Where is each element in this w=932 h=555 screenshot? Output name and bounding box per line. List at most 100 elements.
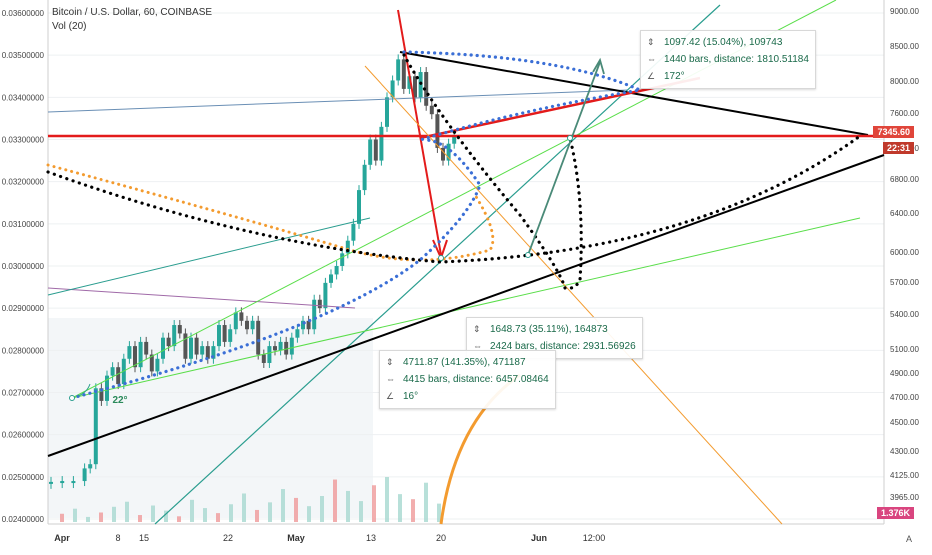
trend-line-green-lower[interactable] [71, 217, 861, 399]
left-axis-tick: 0.03100000 [2, 220, 45, 229]
time-axis-tick: 22 [223, 533, 233, 543]
candle-body [441, 147, 445, 161]
volume-bar [60, 513, 64, 522]
time-axis-tick: Jun [531, 533, 547, 543]
candle-body [217, 325, 221, 347]
volume-bar [281, 489, 285, 522]
candle-body [228, 329, 233, 342]
right-axis-tick: 4300.00 [890, 447, 919, 456]
candle-body [161, 337, 165, 359]
candle-body [446, 143, 451, 161]
black-dotted-arc[interactable] [46, 134, 862, 264]
left-axis-tick: 0.03000000 [2, 262, 45, 271]
volume-bar [99, 512, 103, 522]
candle-body [222, 325, 227, 342]
black-dotted-drop[interactable] [402, 53, 583, 290]
candle-body [373, 139, 378, 161]
volume-indicator-label[interactable]: Vol (20) [52, 21, 87, 32]
current-price-tag[interactable]: 7345.60 [873, 126, 914, 138]
trend-line-black-upper[interactable] [399, 51, 869, 136]
candle-body [385, 97, 389, 127]
volume-tag: 1.376K [876, 507, 914, 519]
right-axis-tick: 7600.00 [890, 109, 919, 118]
time-axis-tick: Apr [54, 533, 70, 543]
candle-body [306, 320, 311, 330]
candle-body [233, 312, 238, 330]
volume-bar [203, 508, 207, 522]
volume-bar [164, 510, 168, 522]
auto-scale-button[interactable]: A [905, 534, 912, 544]
volume-bar [411, 499, 415, 522]
measure-box-3[interactable]: ⇕ 4711.87 (141.35%), 471187 ⇔ 4415 bars, d… [379, 350, 556, 409]
candle-body [379, 126, 384, 161]
candle-body [71, 481, 76, 484]
volume-bar [112, 506, 116, 522]
volume-bar [86, 516, 90, 522]
candle-body [166, 337, 171, 347]
candle-body [250, 320, 255, 330]
candle-body [312, 299, 317, 330]
right-axis-tick: 6800.00 [890, 175, 919, 184]
volume-bar [398, 494, 402, 522]
right-axis-tick: 6000.00 [890, 248, 919, 257]
measure-2-bars: 2424 bars, distance: 2931.56926 [490, 341, 636, 352]
orange-dotted-curve[interactable] [46, 163, 495, 262]
anchor-point[interactable] [525, 252, 531, 258]
right-axis-tick: 4900.00 [890, 369, 919, 378]
volume-bar [385, 477, 389, 522]
candle-body [116, 367, 121, 385]
volume-bar [307, 506, 311, 522]
candle-body [49, 481, 53, 484]
candle-body [82, 468, 87, 482]
teal-arrow[interactable] [527, 61, 601, 256]
time-axis-tick: 15 [139, 533, 149, 543]
left-axis-tick: 0.03200000 [2, 178, 45, 187]
anchor-point[interactable] [567, 135, 573, 141]
volume-bar [437, 503, 441, 522]
right-axis-tick: 5100.00 [890, 345, 919, 354]
measure-3-angle: 16° [403, 391, 419, 402]
left-axis-tick: 0.02700000 [2, 389, 45, 398]
trend-line-slate[interactable] [47, 89, 629, 113]
time-axis-tick: May [287, 533, 305, 543]
volume-bar [190, 499, 194, 522]
teal-arrow-head[interactable] [592, 57, 605, 75]
right-axis-tick: 4500.00 [890, 418, 919, 427]
right-axis-tick: 8500.00 [890, 42, 919, 51]
measure-box-1[interactable]: ⇕ 1097.42 (15.04%), 109743 ⇔ 1440 bars, di… [640, 30, 816, 89]
bars-range-icon: ⇔ [647, 54, 656, 64]
right-axis-tick: 5400.00 [890, 310, 919, 319]
right-axis-tick: 6400.00 [890, 209, 919, 218]
candle-body [88, 464, 93, 469]
candle-body [334, 266, 339, 275]
anchor-point[interactable] [69, 395, 75, 401]
angle-arc[interactable] [77, 383, 91, 397]
candle-body [407, 76, 412, 89]
symbol-title[interactable]: Bitcoin / U.S. Dollar, 60, COINBASE [52, 7, 213, 18]
angle-icon: ∠ [386, 391, 395, 401]
volume-bar [346, 490, 350, 522]
candle-body [138, 341, 143, 368]
measure-1-angle: 172° [664, 71, 685, 82]
trend-line-teal-thin[interactable] [47, 217, 371, 296]
left-axis-tick: 0.02500000 [2, 473, 45, 482]
volume-bar [372, 485, 376, 522]
volume-bar [294, 497, 298, 522]
candle-body [317, 299, 322, 309]
candle-body [110, 367, 115, 376]
volume-bar [242, 493, 246, 522]
volume-bar [255, 509, 259, 522]
price-range-icon: ⇕ [386, 357, 394, 367]
bar-countdown-tag: 22:31 [882, 142, 914, 154]
candle-body [278, 341, 283, 351]
candle-body [362, 164, 367, 191]
candle-body [351, 223, 356, 241]
price-range-icon: ⇕ [647, 37, 655, 47]
candle-body [340, 253, 345, 266]
trend-line-black-lower[interactable] [47, 154, 885, 457]
blue-dotted-curve-upper[interactable] [402, 50, 646, 142]
blue-dotted-curve[interactable] [70, 138, 482, 400]
trend-line-purple[interactable] [47, 287, 356, 309]
anchor-point[interactable] [438, 255, 444, 261]
left-axis-tick: 0.02900000 [2, 304, 45, 313]
